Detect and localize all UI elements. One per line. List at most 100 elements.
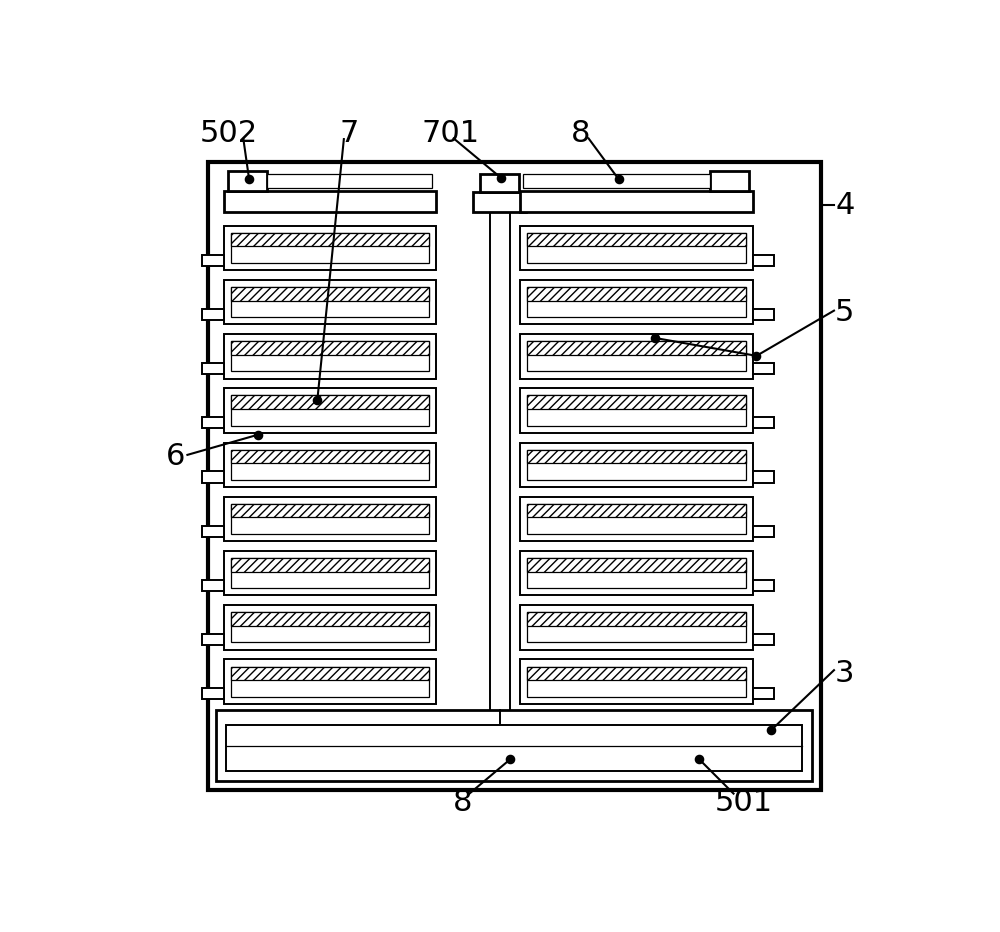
Bar — [527, 395, 746, 409]
Bar — [527, 450, 746, 463]
Bar — [753, 363, 774, 374]
Bar — [224, 389, 436, 432]
Bar — [753, 634, 774, 645]
Bar — [202, 308, 224, 320]
Bar — [753, 580, 774, 591]
Bar — [527, 558, 746, 571]
Text: 502: 502 — [199, 119, 257, 148]
Bar — [224, 443, 436, 487]
Bar — [753, 526, 774, 537]
Bar — [520, 334, 753, 378]
Point — [647, 331, 663, 346]
Bar — [480, 173, 519, 192]
Bar — [231, 287, 429, 301]
Bar — [710, 171, 749, 191]
Bar — [224, 280, 436, 324]
Bar — [202, 580, 224, 591]
Bar — [228, 171, 267, 191]
Bar — [490, 201, 510, 723]
Bar — [208, 162, 821, 790]
Bar — [527, 341, 746, 355]
Bar — [527, 233, 746, 246]
Point — [611, 171, 627, 186]
Bar — [231, 504, 429, 534]
Point — [763, 723, 779, 738]
Bar — [224, 551, 436, 596]
Bar — [753, 418, 774, 429]
Bar — [753, 254, 774, 266]
Bar — [527, 666, 746, 680]
Bar — [753, 472, 774, 483]
Bar — [202, 526, 224, 537]
Point — [309, 393, 325, 408]
Bar — [231, 341, 429, 371]
Bar — [231, 450, 429, 480]
Point — [691, 752, 707, 767]
Bar — [231, 233, 429, 246]
Bar — [231, 341, 429, 355]
Bar — [527, 287, 746, 317]
Bar — [216, 710, 812, 781]
Bar — [231, 395, 429, 409]
Bar — [231, 504, 429, 517]
Bar — [231, 233, 429, 263]
Bar — [527, 612, 746, 642]
Bar — [753, 308, 774, 320]
Bar — [527, 612, 746, 626]
Text: 8: 8 — [571, 119, 590, 148]
Bar — [527, 450, 746, 480]
Bar — [527, 395, 746, 426]
Bar — [523, 173, 710, 188]
Bar — [520, 389, 753, 432]
Text: 3: 3 — [835, 659, 855, 688]
Bar — [527, 341, 746, 371]
Text: 7: 7 — [339, 119, 359, 148]
Bar — [231, 612, 429, 626]
Bar — [231, 395, 429, 426]
Bar — [520, 226, 753, 270]
Bar — [202, 472, 224, 483]
Bar — [520, 191, 753, 212]
Point — [748, 349, 764, 363]
Point — [241, 171, 257, 186]
Bar — [231, 612, 429, 642]
Bar — [202, 689, 224, 699]
Bar — [224, 660, 436, 704]
Text: 501: 501 — [715, 788, 773, 816]
Text: 6: 6 — [166, 442, 185, 471]
Bar — [527, 666, 746, 697]
Bar — [520, 443, 753, 487]
Bar — [520, 605, 753, 650]
Bar — [231, 450, 429, 463]
Point — [250, 427, 266, 443]
Bar — [202, 634, 224, 645]
Bar — [473, 192, 526, 212]
Bar — [202, 254, 224, 266]
Bar — [231, 666, 429, 697]
Text: 5: 5 — [835, 298, 854, 327]
Bar — [527, 504, 746, 534]
Bar — [224, 334, 436, 378]
Bar — [231, 558, 429, 588]
Bar — [527, 504, 746, 517]
Bar — [226, 725, 802, 771]
Bar — [753, 689, 774, 699]
Point — [493, 171, 509, 185]
Bar — [527, 287, 746, 301]
Bar — [231, 287, 429, 317]
Bar — [224, 605, 436, 650]
Bar — [267, 173, 432, 188]
Bar — [520, 660, 753, 704]
Bar — [202, 418, 224, 429]
Bar — [231, 558, 429, 571]
Bar — [520, 497, 753, 541]
Text: 701: 701 — [421, 119, 479, 148]
Bar — [520, 280, 753, 324]
Bar — [231, 666, 429, 680]
Bar — [224, 191, 436, 212]
Text: 8: 8 — [453, 788, 472, 816]
Bar — [202, 363, 224, 374]
Bar — [224, 497, 436, 541]
Bar — [527, 233, 746, 263]
Text: 4: 4 — [835, 191, 854, 220]
